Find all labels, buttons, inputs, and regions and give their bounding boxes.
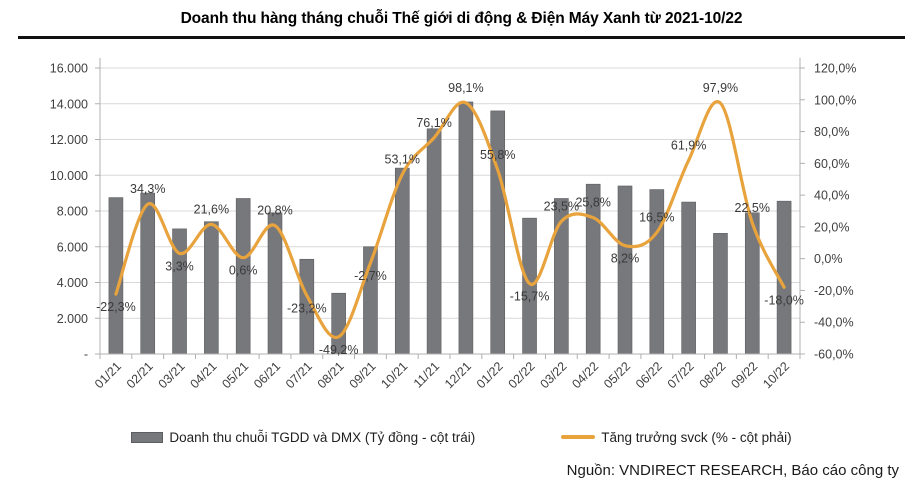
chart-title: Doanh thu hàng tháng chuỗi Thế giới di đ… <box>180 10 743 27</box>
x-axis-label-01-22: 01/22 <box>474 359 506 391</box>
source-note: Nguồn: VNDIRECT RESEARCH, Báo cáo công t… <box>566 462 899 479</box>
left-axis-tick-label: 4.000 <box>57 276 88 290</box>
right-axis-tick-label: 0,0% <box>814 252 843 266</box>
x-axis-label-08-21: 08/21 <box>315 359 347 391</box>
x-axis-label-01-21: 01/21 <box>92 359 124 391</box>
legend-bar-swatch-icon <box>131 431 164 443</box>
data-label-10-22: -18,0% <box>764 293 804 307</box>
legend-item-growth: Tăng trưởng svck (% - cột phải) <box>561 429 792 445</box>
data-label-07-22: 61,9% <box>671 138 706 152</box>
legend-label-growth: Tăng trưởng svck (% - cột phải) <box>601 429 792 445</box>
x-axis-label-11-21: 11/21 <box>411 359 442 390</box>
left-axis-tick-label: 12.000 <box>50 133 88 147</box>
right-axis-tick-label: 80,0% <box>814 125 849 139</box>
growth-line <box>114 99 786 339</box>
left-axis-tick-label: 2.000 <box>57 312 88 326</box>
x-axis-label-12-21: 12/21 <box>442 359 474 391</box>
data-label-11-21: 76,1% <box>416 116 451 130</box>
x-axis-label-10-21: 10/21 <box>378 359 410 391</box>
data-label-08-21: -49,2% <box>319 343 359 357</box>
bar-02-21 <box>140 192 156 355</box>
x-axis-label-10-22: 10/22 <box>760 359 792 391</box>
left-axis-tick-label: 6.000 <box>57 240 88 254</box>
right-axis-tick-label: 60,0% <box>814 157 849 171</box>
x-axis-label-09-22: 09/22 <box>728 359 760 391</box>
left-axis-tick-label: - <box>84 348 88 362</box>
bar-04-21 <box>204 221 219 355</box>
title-divider <box>18 36 905 39</box>
x-axis-label-03-21: 03/21 <box>156 359 188 391</box>
right-axis-tick-label: 120,0% <box>814 62 856 76</box>
right-axis-tick-label: 20,0% <box>814 220 849 234</box>
data-label-04-22: 25,8% <box>575 196 610 210</box>
data-label-01-22: 55,8% <box>480 148 515 162</box>
bar-10-21 <box>394 167 410 355</box>
right-axis-tick-label: -20,0% <box>814 284 854 298</box>
left-axis-tick-label: 16.000 <box>50 62 88 76</box>
x-axis-label-09-21: 09/21 <box>347 359 379 391</box>
chart-legend: Doanh thu chuỗi TGDD và DMX (Tỷ đồng - c… <box>0 424 923 450</box>
data-label-10-21: 53,1% <box>385 152 420 166</box>
bar-05-22 <box>617 185 633 355</box>
data-label-05-21: 0,6% <box>229 264 258 278</box>
data-label-01-21: -22,3% <box>96 300 136 314</box>
left-axis-tick-label: 10.000 <box>50 169 88 183</box>
x-axis-label-05-21: 05/21 <box>219 359 251 391</box>
data-label-03-21: 3,3% <box>165 259 194 273</box>
x-axis-label-04-21: 04/21 <box>187 359 219 391</box>
bar-07-22 <box>681 201 696 355</box>
data-label-06-22: 16,5% <box>639 210 674 224</box>
bar-12-21 <box>458 101 474 355</box>
right-axis-tick-label: -60,0% <box>814 348 854 362</box>
data-label-09-21: -2,7% <box>354 269 387 283</box>
bar-08-22 <box>713 233 728 355</box>
x-axis-label-02-21: 02/21 <box>124 359 156 391</box>
right-axis-tick-label: 40,0% <box>814 189 849 203</box>
x-axis-label-06-21: 06/21 <box>251 359 283 391</box>
legend-line-swatch-icon <box>561 435 596 439</box>
left-axis-tick-label: 8.000 <box>57 205 88 219</box>
data-label-09-22: 22,5% <box>735 201 770 215</box>
legend-label-revenue: Doanh thu chuỗi TGDD và DMX (Tỷ đồng - c… <box>169 429 476 445</box>
legend-item-revenue: Doanh thu chuỗi TGDD và DMX (Tỷ đồng - c… <box>131 430 475 445</box>
bar-11-21 <box>426 128 442 355</box>
bar-02-22 <box>522 217 537 355</box>
x-axis-label-07-22: 07/22 <box>665 359 697 391</box>
data-label-07-21: -23,2% <box>287 302 327 316</box>
x-axis-label-03-22: 03/22 <box>537 359 569 391</box>
right-axis-tick-label: -40,0% <box>814 316 854 330</box>
plot-area: 16.000 14.000 12.000 10.000 8.000 6.000 4.000 2… <box>0 46 923 426</box>
data-label-06-21: 20,8% <box>257 204 292 218</box>
chart-svg: 16.000 14.000 12.000 10.000 8.000 6.000 4.000 2… <box>50 58 856 391</box>
x-axis-label-04-22: 04/22 <box>569 359 601 391</box>
x-axis-label-08-22: 08/22 <box>697 359 729 391</box>
x-axis-label-05-22: 05/22 <box>601 359 633 391</box>
x-axis-label-06-22: 06/22 <box>633 359 665 391</box>
data-label-02-21: 34,3% <box>130 182 165 196</box>
x-axis-label-07-21: 07/21 <box>283 359 315 391</box>
data-label-12-21: 98,1% <box>448 81 483 95</box>
data-label-05-22: 8,2% <box>611 252 640 266</box>
data-label-08-22: 97,9% <box>703 81 738 95</box>
x-axis-label-02-22: 02/22 <box>506 359 538 391</box>
data-label-02-22: -15,7% <box>510 290 550 304</box>
data-label-04-21: 21,6% <box>194 202 229 216</box>
right-axis-tick-label: 100,0% <box>814 93 856 107</box>
data-label-03-22: 23,5% <box>544 199 579 213</box>
left-axis-tick-label: 14.000 <box>50 97 88 111</box>
